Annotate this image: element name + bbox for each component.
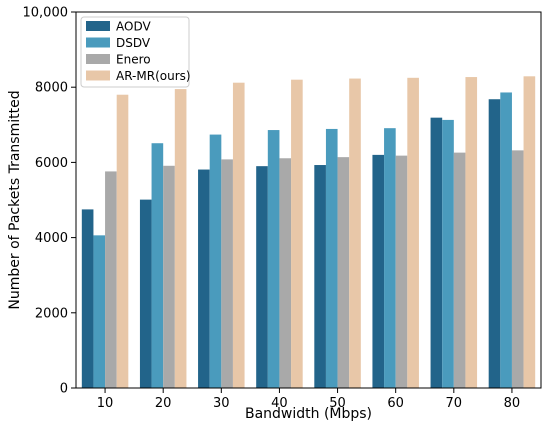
legend-swatch-dsdv (86, 37, 110, 48)
bar-ar-mr-ours-50 (349, 78, 361, 389)
bar-ar-mr-ours-40 (291, 79, 303, 389)
x-tick-label: 40 (271, 396, 288, 411)
legend-label-dsdv: DSDV (116, 36, 151, 50)
x-tick-label: 70 (446, 396, 463, 411)
bar-ar-mr-ours-70 (465, 77, 478, 389)
bar-dsdv-10 (93, 235, 106, 388)
bar-ar-mr-ours-10 (116, 94, 129, 388)
y-axis: 0 2000 4000 6000 8000 10,000 (23, 6, 76, 397)
bar-aodv-80 (488, 99, 501, 388)
x-axis: 10 20 30 40 50 60 70 80 (97, 388, 520, 411)
y-tick-label: 4000 (35, 231, 68, 246)
y-tick-label: 2000 (35, 306, 68, 321)
bar-enero-50 (337, 157, 350, 388)
bar-dsdv-70 (442, 119, 454, 388)
bar-aodv-70 (430, 117, 443, 388)
bar-enero-30 (221, 159, 233, 388)
bar-ar-mr-ours-20 (174, 89, 187, 388)
bar-enero-20 (163, 165, 175, 388)
bars-group (81, 76, 536, 389)
legend-label-enero: Enero (116, 53, 151, 67)
legend-label-aodv: AODV (116, 20, 151, 34)
legend-swatch-enero (86, 54, 110, 64)
bar-dsdv-50 (325, 128, 338, 388)
y-tick-label: 8000 (35, 81, 68, 96)
bar-dsdv-20 (151, 143, 164, 388)
bar-aodv-30 (198, 169, 210, 388)
x-tick-label: 30 (213, 396, 230, 411)
bar-aodv-50 (314, 165, 326, 388)
bar-enero-70 (453, 152, 466, 388)
bar-aodv-60 (372, 154, 385, 388)
plot-frame (75, 11, 542, 389)
bar-aodv-40 (256, 166, 268, 388)
bar-dsdv-60 (384, 128, 396, 388)
legend-box (80, 16, 190, 88)
x-tick-label: 60 (387, 396, 404, 411)
bar-enero-80 (511, 150, 524, 388)
bar-aodv-20 (139, 199, 152, 388)
bar-aodv-10 (81, 209, 94, 388)
legend-swatch-ar-mr-ours (86, 70, 110, 81)
y-axis-label: Number of Packets Transmitted (7, 90, 23, 309)
x-tick-label: 50 (329, 396, 346, 411)
legend: AODV DSDV Enero AR-MR(ours) (80, 16, 191, 88)
y-tick-label: 6000 (35, 156, 68, 171)
y-tick-label: 0 (60, 382, 68, 397)
bar-ar-mr-ours-30 (232, 82, 245, 388)
x-axis-label: Bandwidth (Mbps) (245, 406, 372, 422)
x-tick-label: 20 (155, 396, 172, 411)
bar-enero-10 (105, 171, 117, 388)
x-tick-label: 80 (504, 396, 521, 411)
legend-swatch-aodv (86, 21, 110, 31)
bar-dsdv-30 (209, 134, 222, 388)
bar-dsdv-80 (500, 92, 512, 389)
bar-enero-40 (279, 158, 292, 388)
bar-enero-60 (395, 155, 408, 388)
bar-ar-mr-ours-60 (407, 77, 419, 389)
y-tick-label: 10,000 (23, 6, 69, 21)
bar-dsdv-40 (267, 130, 280, 388)
x-tick-label: 10 (97, 396, 114, 411)
bar-ar-mr-ours-80 (523, 76, 536, 389)
legend-label-ar-mr-ours: AR-MR(ours) (116, 69, 191, 83)
